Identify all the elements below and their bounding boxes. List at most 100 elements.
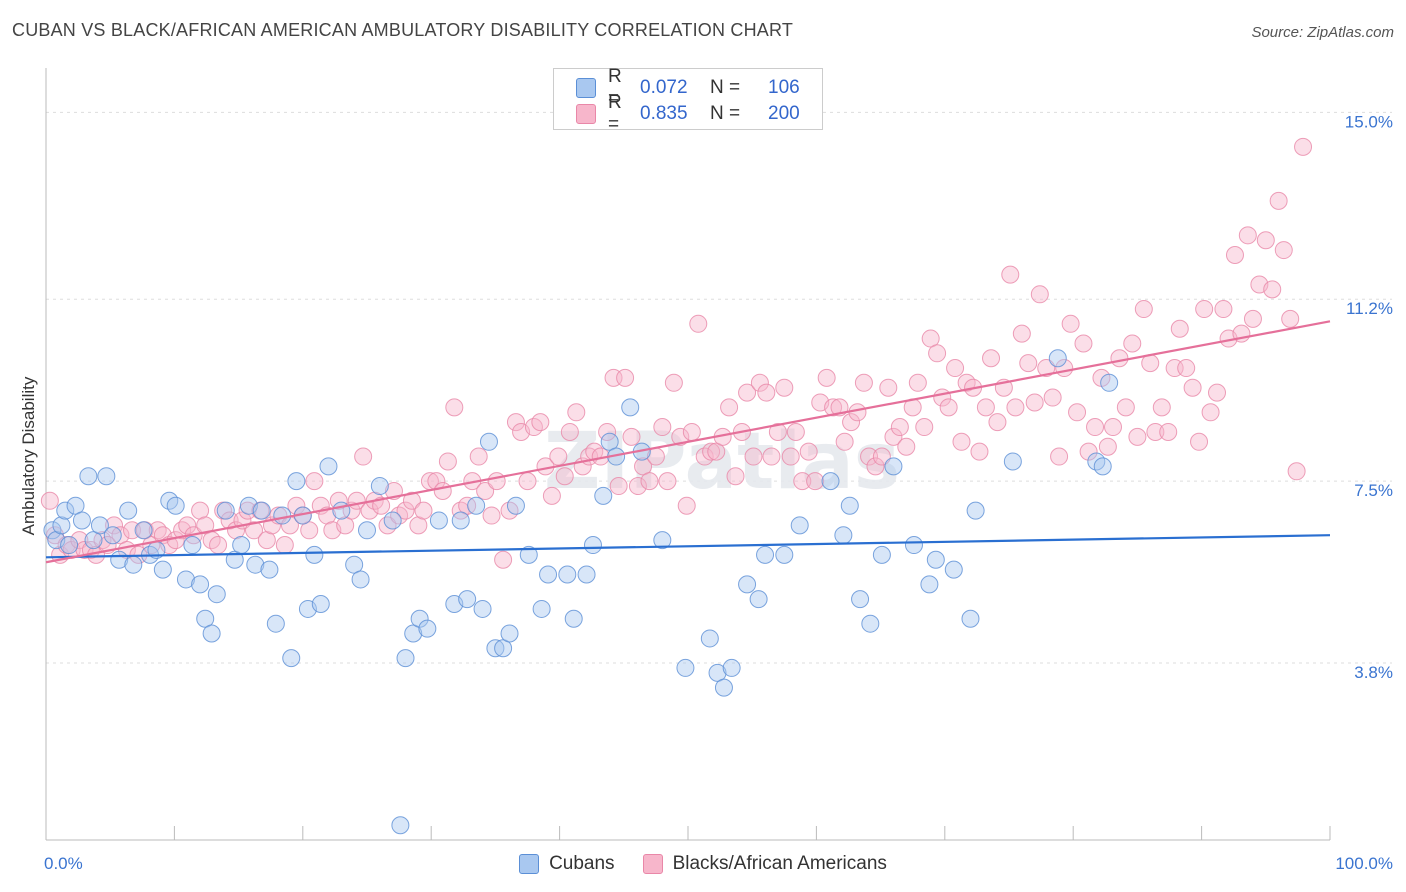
cuban-point — [246, 555, 265, 574]
black-point — [1183, 378, 1202, 397]
cuban-point — [966, 501, 985, 520]
cuban-point — [479, 432, 498, 451]
cuban-point — [458, 590, 477, 609]
cuban-point — [351, 570, 370, 589]
black-point — [396, 501, 415, 520]
legend-r-label: R = — [608, 92, 622, 135]
pink-series-points — [40, 137, 1313, 569]
black-point — [1012, 324, 1031, 343]
cuban-point — [500, 624, 519, 643]
black-point — [1037, 359, 1056, 378]
black-point — [1190, 432, 1209, 451]
black-point — [555, 467, 574, 486]
black-point — [970, 442, 989, 461]
black-point — [622, 427, 641, 446]
black-point — [560, 422, 579, 441]
bottom-legend-blacks[interactable]: Blacks/African Americans — [642, 853, 887, 875]
cuban-point — [176, 570, 195, 589]
black-point — [671, 427, 690, 446]
black-point — [879, 378, 898, 397]
black-point — [402, 491, 421, 510]
legend-n-label: N = — [710, 77, 741, 98]
black-point — [982, 349, 1001, 368]
legend-row-cubans: R = 0.072 N = 106 — [576, 66, 800, 109]
legend-r-value: 0.072 — [640, 77, 688, 98]
bottom-legend-label: Blacks/African Americans — [672, 853, 887, 874]
black-point — [640, 472, 659, 491]
cuban-point — [519, 545, 538, 564]
black-point — [682, 422, 701, 441]
black-point — [1061, 314, 1080, 333]
black-point — [976, 398, 995, 417]
cuban-point — [700, 629, 719, 648]
black-point — [866, 457, 885, 476]
black-point — [1281, 309, 1300, 328]
black-point — [1146, 422, 1165, 441]
cuban-point — [90, 516, 109, 535]
cuban-point — [282, 649, 301, 668]
black-point — [835, 432, 854, 451]
black-point — [173, 521, 192, 540]
cuban-point — [166, 496, 185, 515]
cuban-point — [904, 536, 923, 555]
cuban-point — [260, 560, 279, 579]
x-tick-label-max: 100.0% — [1335, 854, 1393, 873]
black-point — [1050, 447, 1069, 466]
black-point — [939, 398, 958, 417]
black-point — [848, 403, 867, 422]
cuban-point — [418, 619, 437, 638]
black-point — [946, 359, 965, 378]
axes — [45, 68, 1331, 841]
black-point — [793, 472, 812, 491]
cuban-trend-line — [45, 534, 1331, 559]
cuban-point — [216, 501, 235, 520]
black-point — [738, 383, 757, 402]
trend-lines — [45, 320, 1331, 564]
black-point — [1104, 418, 1123, 437]
black-point — [1214, 300, 1233, 319]
cuban-point — [311, 595, 330, 614]
cuban-point — [594, 486, 613, 505]
cuban-point — [79, 467, 98, 486]
bottom-legend-swatch-blue — [519, 854, 540, 874]
y-tick-label: 3.8% — [1354, 663, 1393, 682]
black-point — [549, 447, 568, 466]
y-tick-label: 15.0% — [1345, 112, 1393, 131]
cuban-point — [821, 472, 840, 491]
black-point — [702, 442, 721, 461]
cuban-point — [756, 545, 775, 564]
cuban-point — [252, 501, 271, 520]
cuban-point — [467, 496, 486, 515]
black-point — [842, 413, 861, 432]
cuban-point — [872, 545, 891, 564]
black-point — [438, 452, 457, 471]
black-point — [487, 472, 506, 491]
black-point — [1287, 462, 1306, 481]
cuban-point — [52, 516, 71, 535]
black-point — [1025, 393, 1044, 412]
black-point — [897, 437, 916, 456]
black-point — [744, 447, 763, 466]
bottom-legend-cubans[interactable]: Cubans — [519, 853, 615, 875]
black-point — [1086, 418, 1105, 437]
legend-row-blacks: R = 0.835 N = 200 — [576, 92, 800, 135]
chart-title: CUBAN VS BLACK/AFRICAN AMERICAN AMBULATO… — [12, 20, 794, 40]
black-trend-line — [45, 320, 1331, 564]
cuban-point — [738, 575, 757, 594]
black-point — [494, 550, 513, 569]
black-point — [178, 516, 197, 535]
black-point — [799, 442, 818, 461]
black-point — [433, 481, 452, 500]
black-point — [469, 447, 488, 466]
black-point — [890, 418, 909, 437]
cuban-point — [714, 678, 733, 697]
black-point — [414, 501, 433, 520]
cuban-point — [383, 511, 402, 530]
cuban-point — [944, 560, 963, 579]
black-point — [245, 521, 264, 540]
bottom-legend-label: Cubans — [549, 853, 615, 874]
black-point — [1110, 349, 1129, 368]
chart-source: Source: ZipAtlas.com — [1251, 24, 1394, 41]
black-point — [1001, 265, 1020, 284]
